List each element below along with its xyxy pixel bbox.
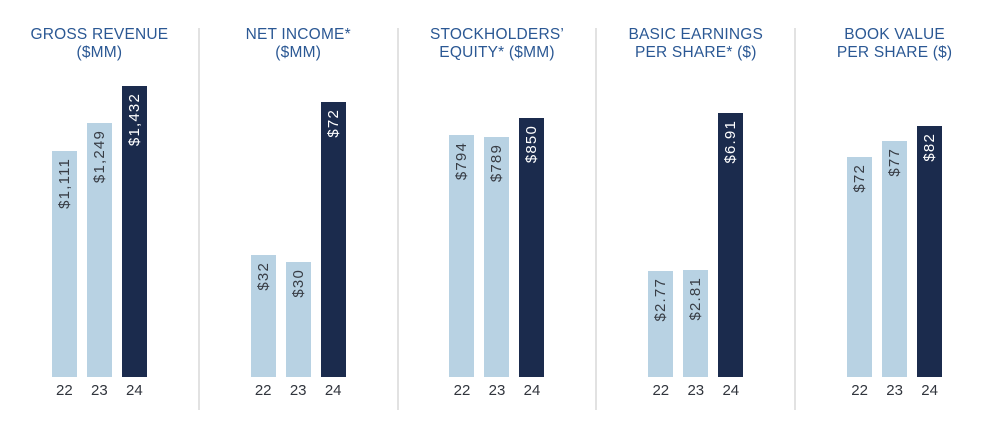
bar-year-23: $1,249 (86, 123, 112, 377)
bar-year-23: $2.81 (683, 269, 709, 377)
x-axis-label: 22 (56, 382, 73, 399)
bar-value-label: $2.77 (652, 278, 670, 322)
bar-value-label: $1,249 (90, 130, 108, 184)
x-axis-label: 24 (722, 382, 740, 399)
chart-panel-stockholders-equity: STOCKHOLDERS’ EQUITY* ($MM) $794 $789 $8… (398, 0, 598, 444)
bar-value-label: $32 (254, 261, 272, 291)
bar-value-label: $789 (488, 143, 506, 182)
chart-panel-gross-revenue: GROSS REVENUE ($MM) $1,111 $1,249 $1,432… (0, 0, 200, 444)
chart-title-line1: NET INCOME* (245, 26, 351, 43)
x-axis-label: 23 (488, 382, 506, 399)
x-axis-label: 22 (851, 382, 868, 399)
x-axis-label: 22 (453, 382, 471, 399)
chart-title-line2: PER SHARE* ($) (634, 44, 757, 61)
chart-title-line2: ($MM) (275, 44, 322, 61)
bar-value-label: $82 (921, 133, 939, 162)
x-axis-label: 23 (886, 382, 903, 399)
chart-title-line1: BOOK VALUE (844, 26, 945, 43)
chart-title-line1: STOCKHOLDERS’ (429, 26, 565, 43)
chart-title: STOCKHOLDERS’ EQUITY* ($MM) (398, 26, 597, 62)
chart-title: NET INCOME* ($MM) (199, 26, 398, 62)
bar-value-label: $1,111 (55, 158, 73, 210)
x-axis-label: 24 (921, 382, 938, 399)
bar-value-label: $850 (523, 125, 541, 164)
x-axis-label: 23 (289, 382, 307, 399)
bar-year-22: $32 (250, 254, 276, 377)
x-axis-label: 23 (687, 382, 705, 399)
x-axis-label: 24 (523, 382, 541, 399)
chart-title: BOOK VALUE PER SHARE ($) (795, 26, 994, 62)
bar-year-24: $82 (917, 126, 943, 377)
plot-area: $2.77 $2.81 $6.91 (596, 113, 795, 377)
chart-title-line2: ($MM) (76, 44, 123, 61)
bar-value-label: $77 (886, 148, 904, 177)
bar-value-label: $6.91 (722, 120, 740, 164)
x-axis-labels: 22 23 24 (398, 383, 597, 398)
chart-title-line1: GROSS REVENUE (30, 26, 169, 43)
bar-year-22: $794 (449, 135, 475, 377)
chart-panel-book-value: BOOK VALUE PER SHARE ($) $72 $77 $82 22 … (795, 0, 994, 444)
x-axis-labels: 22 23 24 (795, 383, 994, 398)
bar-year-22: $72 (847, 156, 873, 377)
x-axis-label: 24 (126, 382, 143, 399)
bar-year-22: $1,111 (51, 151, 77, 377)
x-axis-labels: 22 23 24 (0, 383, 199, 398)
plot-area: $1,111 $1,249 $1,432 (0, 86, 199, 377)
bar-year-23: $30 (285, 262, 311, 377)
bar-year-24: $1,432 (121, 86, 147, 377)
chart-panel-net-income: NET INCOME* ($MM) $32 $30 $72 22 23 24 (199, 0, 399, 444)
plot-area: $794 $789 $850 (398, 118, 597, 377)
panel-divider (794, 28, 797, 410)
bar-value-label: $794 (453, 142, 471, 181)
panel-divider (396, 28, 399, 410)
bar-value-label: $1,432 (125, 93, 143, 147)
bar-value-label: $30 (289, 269, 307, 299)
x-axis-labels: 22 23 24 (596, 383, 795, 398)
x-axis-labels: 22 23 24 (199, 383, 398, 398)
bar-value-label: $2.81 (687, 276, 705, 321)
x-axis-label: 24 (324, 382, 342, 399)
bar-value-label: $72 (851, 163, 869, 193)
bar-year-24: $72 (320, 102, 346, 377)
bar-year-24: $850 (519, 118, 545, 377)
panel-divider (197, 28, 200, 410)
x-axis-label: 23 (91, 382, 108, 399)
bar-year-24: $6.91 (718, 113, 744, 377)
chart-title-line2: EQUITY* ($MM) (439, 44, 555, 61)
bar-year-23: $789 (484, 136, 510, 377)
chart-title: GROSS REVENUE ($MM) (0, 26, 199, 62)
chart-title-line1: BASIC EARNINGS (628, 26, 764, 43)
chart-panel-basic-eps: BASIC EARNINGS PER SHARE* ($) $2.77 $2.8… (596, 0, 797, 444)
plot-area: $72 $77 $82 (795, 126, 994, 377)
chart-title-line2: PER SHARE ($) (836, 44, 953, 61)
bar-year-23: $77 (882, 141, 908, 377)
bar-year-22: $2.77 (648, 271, 674, 377)
chart-title: BASIC EARNINGS PER SHARE* ($) (596, 26, 795, 62)
panel-divider (595, 28, 598, 410)
x-axis-label: 22 (254, 382, 272, 399)
x-axis-label: 22 (652, 382, 670, 399)
plot-area: $32 $30 $72 (199, 102, 398, 377)
bar-value-label: $72 (324, 109, 342, 138)
